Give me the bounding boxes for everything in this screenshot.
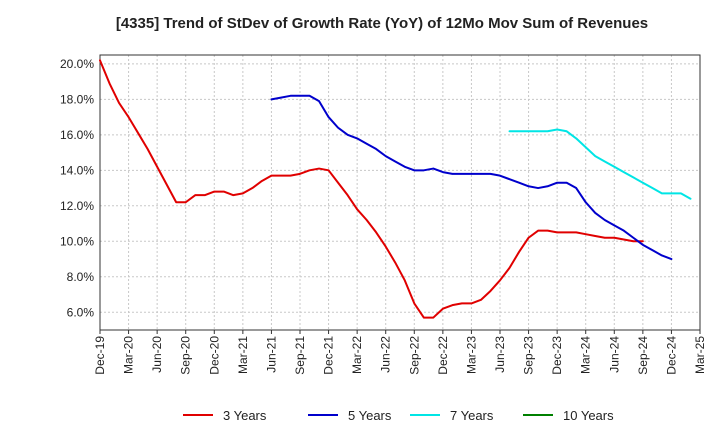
grid-layer xyxy=(99,55,701,330)
y-tick-label: 10.0% xyxy=(60,234,94,248)
legend-label: 10 Years xyxy=(563,408,614,423)
legend-label: 3 Years xyxy=(223,408,267,423)
x-tick-label: Jun-21 xyxy=(264,336,278,373)
axis-layer: 6.0% 8.0% 10.0% 12.0% 14.0% 16.0% 18.0% 20.0% De… xyxy=(60,54,707,375)
y-tick-label: 6.0% xyxy=(67,305,95,319)
x-tick-label: Sep-21 xyxy=(293,336,307,375)
x-tick-label: Sep-22 xyxy=(407,336,421,375)
x-tick-label: Sep-20 xyxy=(179,336,193,375)
legend: 3 Years 5 Years 7 Years 10 Years xyxy=(183,408,614,423)
y-tick-label: 12.0% xyxy=(60,199,94,213)
x-tick-label: Jun-20 xyxy=(150,336,164,373)
y-tick-label: 20.0% xyxy=(60,57,94,71)
series-layer xyxy=(99,59,692,319)
y-tick-label: 18.0% xyxy=(60,92,94,106)
y-tick-label: 16.0% xyxy=(60,128,94,142)
x-tick-label: Dec-23 xyxy=(550,336,564,375)
x-tick-label: Mar-23 xyxy=(464,336,478,374)
legend-label: 7 Years xyxy=(450,408,494,423)
chart-title: [4335] Trend of StDev of Growth Rate (Yo… xyxy=(116,15,648,32)
x-tick-label: Dec-20 xyxy=(207,336,221,375)
series-line-3-years xyxy=(99,59,644,319)
y-tick-label: 8.0% xyxy=(67,270,95,284)
x-tick-label: Jun-24 xyxy=(607,336,621,373)
x-tick-label: Mar-21 xyxy=(236,336,250,374)
x-tick-label: Dec-22 xyxy=(436,336,450,375)
x-tick-label: Mar-24 xyxy=(579,336,593,374)
series-line-5-years xyxy=(270,94,673,261)
x-tick-label: Jun-23 xyxy=(493,336,507,373)
legend-label: 5 Years xyxy=(348,408,392,423)
x-tick-label: Mar-25 xyxy=(693,336,707,374)
plot-frame xyxy=(99,54,701,331)
x-tick-label: Dec-21 xyxy=(322,336,336,375)
y-tick-label: 14.0% xyxy=(60,163,94,177)
x-tick-label: Sep-24 xyxy=(636,336,650,375)
x-tick-label: Mar-22 xyxy=(350,336,364,374)
x-tick-label: Dec-19 xyxy=(93,336,107,375)
x-tick-label: Dec-24 xyxy=(664,336,678,375)
x-tick-label: Sep-23 xyxy=(522,336,536,375)
series-line-7-years xyxy=(508,128,692,200)
x-tick-label: Jun-22 xyxy=(379,336,393,373)
x-tick-label: Mar-20 xyxy=(122,336,136,374)
